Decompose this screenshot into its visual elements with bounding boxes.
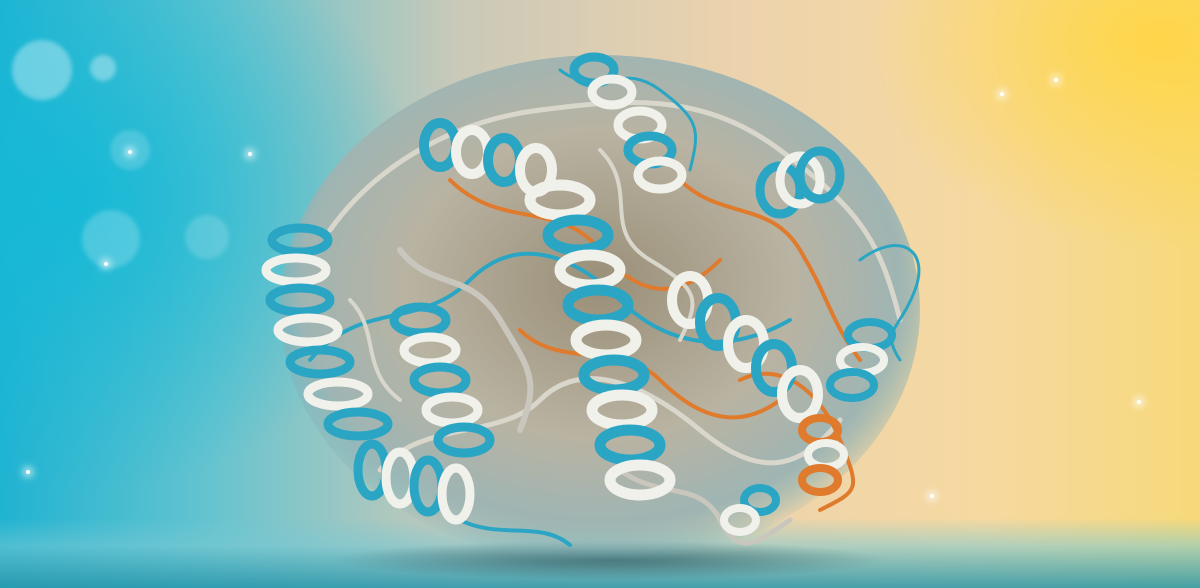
sparkle bbox=[248, 152, 252, 156]
sparkle bbox=[930, 494, 934, 498]
helix-left bbox=[261, 223, 393, 441]
alpha-helices bbox=[261, 52, 896, 536]
helix-upper-center bbox=[569, 52, 687, 194]
sparkle bbox=[1054, 78, 1058, 82]
helix-center bbox=[524, 179, 676, 501]
bokeh-light bbox=[90, 55, 116, 81]
sparkle bbox=[26, 470, 30, 474]
helix-bottom-right bbox=[720, 414, 848, 536]
helix-right-diagonal bbox=[667, 271, 823, 423]
bokeh-light bbox=[82, 210, 140, 268]
sparkle bbox=[128, 150, 132, 154]
bokeh-light bbox=[185, 215, 229, 259]
helix-right-edge bbox=[826, 318, 896, 402]
helix-middle-left bbox=[389, 302, 495, 458]
helix-bottom-left bbox=[353, 439, 475, 525]
bokeh-light bbox=[12, 40, 72, 100]
sparkle bbox=[1000, 92, 1004, 96]
sparkle bbox=[104, 262, 108, 266]
helix-top-right bbox=[755, 146, 845, 219]
sparkle bbox=[1137, 400, 1141, 404]
helix-top bbox=[419, 118, 557, 197]
